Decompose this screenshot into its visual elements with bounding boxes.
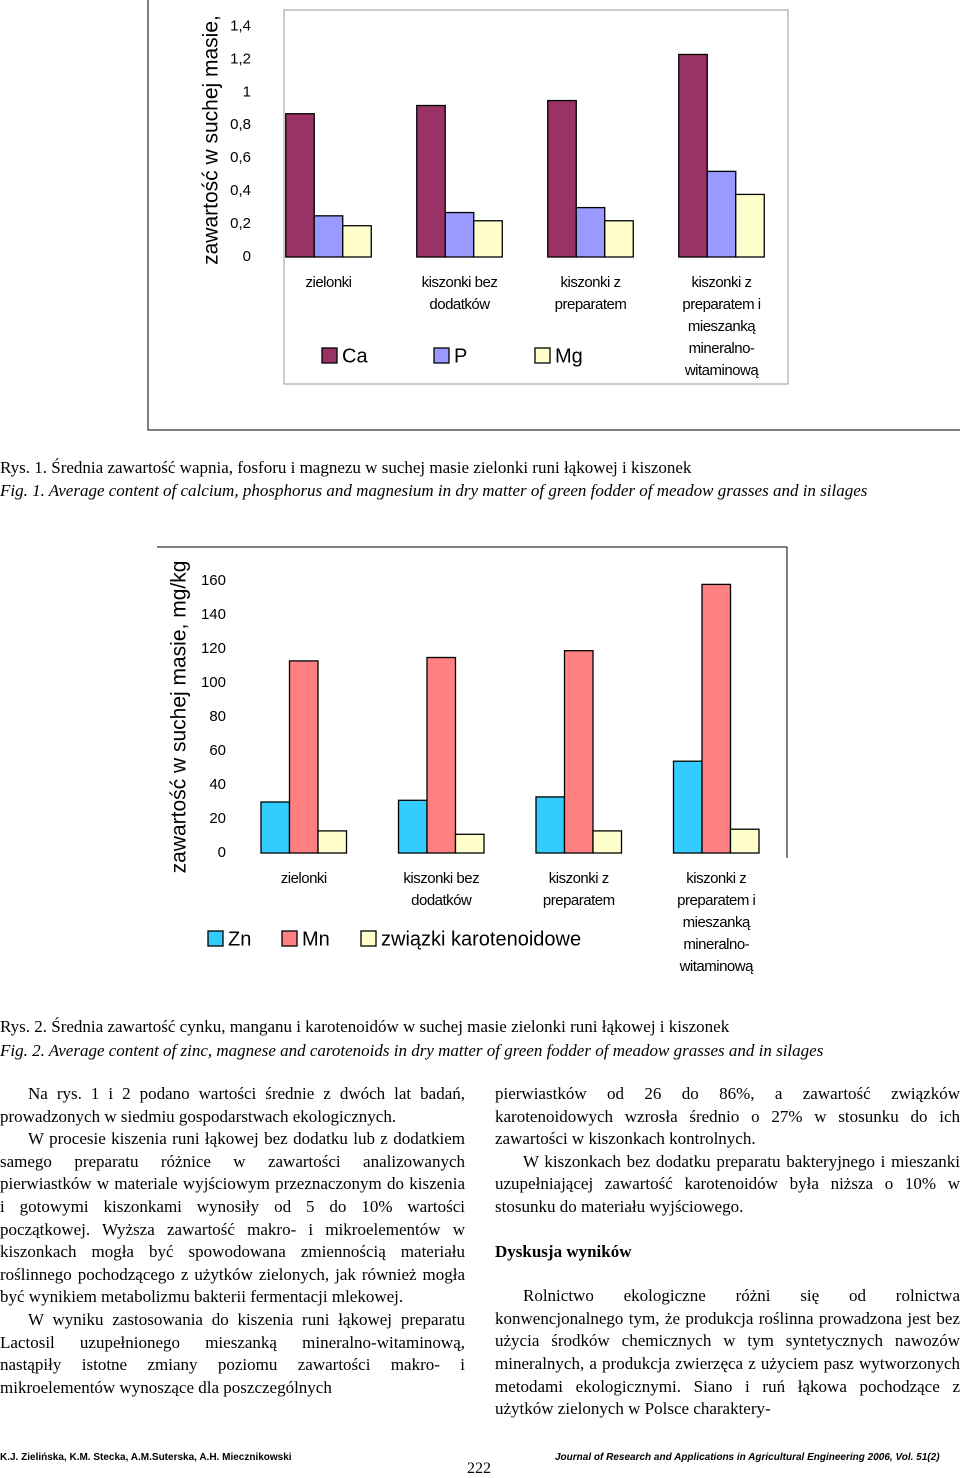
y-tick-label: 1 [243,83,251,100]
y-tick-label: 0,8 [230,116,251,133]
bar [313,215,344,258]
bar [575,206,606,258]
x-tick-label: kiszonki z preparatem [542,870,615,909]
y-tick-label: 100 [201,674,226,691]
legend-swatch [360,930,377,947]
legend-label: Zn [228,928,251,950]
bar [672,760,703,854]
y-tick-label: 80 [209,708,226,725]
caption: Rys. 1. Średnia zawartość wapnia, fosfor… [0,458,692,477]
bar [706,170,737,258]
y-axis-label: zawartość w suchej masie, [200,15,223,265]
x-tick-label: zielonki [305,274,352,291]
caption: Fig. 1. Average content of calcium, phos… [0,481,868,500]
legend-swatch [281,930,298,947]
y-tick-label: 0,6 [230,149,251,166]
x-tick-label: zielonki [280,870,328,887]
legend-swatch [534,347,551,364]
bar [260,801,291,854]
paragraph: W kiszonkach bez dodatku preparatu bakte… [495,1151,960,1216]
section-heading: Dyskusja wyników [495,1241,632,1261]
legend-label: Mg [555,345,583,367]
bar [288,660,319,854]
legend-label: Ca [342,345,368,367]
bar [547,99,577,258]
bar [342,225,372,258]
legend-label: Mn [302,928,330,950]
y-tick-label: 0,4 [230,182,251,199]
bar [317,830,348,854]
legend-label: P [454,345,467,367]
bar [473,220,503,258]
legend-swatch [321,347,338,364]
bar [592,830,623,854]
y-tick-label: 140 [201,606,226,623]
x-tick-label: kiszonki z preparatem i mieszanką minera… [677,870,756,975]
y-tick-label: 0 [218,844,226,861]
bar [729,828,760,854]
bar [454,833,485,854]
left-column: Na rys. 1 i 2 podano wartości średnie z … [0,1083,465,1399]
y-tick-label: 40 [209,776,226,793]
y-tick-label: 60 [209,742,226,759]
page-number: 222 [467,1460,491,1477]
bar [563,650,594,854]
bar [444,211,475,258]
bar [701,583,732,854]
y-tick-label: 20 [209,810,226,827]
bar [397,799,428,854]
y-tick-label: 120 [201,640,226,657]
paragraph: pierwiastków od 26 do 86%, a zawartość z… [495,1084,960,1149]
caption: Rys. 2. Średnia zawartość cynku, manganu… [0,1017,730,1036]
bar [604,220,634,258]
footer-authors: K.J. Zielińska, K.M. Stecka, A.M.Sutersk… [0,1452,292,1463]
paragraph: W wyniku zastosowania do kiszenia runi ł… [0,1309,465,1397]
y-tick-label: 0,2 [230,215,251,232]
x-tick-label: kiszonki z preparatem i mieszanką minera… [682,274,761,379]
x-tick-label: kiszonki z preparatem [554,274,627,313]
x-tick-label: kiszonki bez dodatków [403,870,480,909]
y-tick-label: 1,4 [230,17,251,34]
bar [678,53,708,258]
y-axis-label: zawartość w suchej masie, mg/kg [168,561,191,874]
legend-swatch [433,347,450,364]
paragraph: Rolnictwo ekologiczne różni się od rolni… [495,1286,960,1419]
bar [735,193,765,258]
paragraph: W procesie kiszenia runi łąkowej bez dod… [0,1129,465,1307]
caption: Fig. 2. Average content of zinc, magnese… [0,1041,824,1060]
plot-frame [283,9,789,385]
y-tick-label: 0 [243,248,251,265]
bar [416,104,446,258]
legend-swatch [207,930,224,947]
legend-label: związki karotenoidowe [381,928,581,950]
x-tick-label: kiszonki bez dodatków [421,274,498,313]
bar [426,656,457,854]
chart-frame [147,0,960,431]
bar [535,796,566,854]
footer-journal: Journal of Research and Applications in … [555,1452,940,1463]
charts: zawartość w suchej masie, 0 0,2 0,4 0,6 0,8 1 1… [147,0,960,950]
right-column: pierwiastków od 26 do 86%, a zawartość z… [495,1083,960,1421]
y-tick-label: 160 [201,572,226,589]
y-tick-label: 1,2 [230,50,251,67]
paragraph: Na rys. 1 i 2 podano wartości średnie z … [0,1084,465,1126]
bar [285,113,315,258]
